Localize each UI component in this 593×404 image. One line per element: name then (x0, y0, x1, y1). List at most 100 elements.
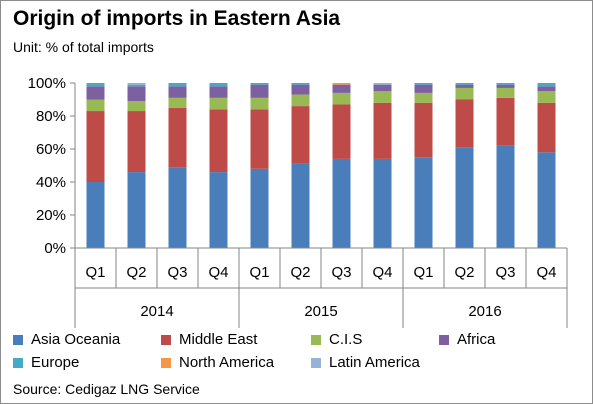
legend-swatch (13, 334, 23, 345)
bar-segment-c-i-s (496, 87, 515, 98)
bar-segment-c-i-s (209, 97, 228, 110)
bar-segment-europe (127, 84, 146, 87)
chart-title: Origin of imports in Eastern Asia (13, 7, 341, 30)
bar-segment-africa (127, 86, 146, 102)
bar-segment-asia-oceania (168, 167, 187, 248)
legend-swatch (161, 334, 171, 345)
bar-segment-europe (414, 83, 433, 85)
legend-swatch (311, 357, 321, 368)
legend-label: Middle East (179, 331, 258, 348)
x-group-label: 2014 (140, 303, 173, 320)
y-tick-label: 100% (28, 75, 66, 92)
bar-segment-c-i-s (86, 99, 105, 112)
bar-segment-middle-east (537, 102, 556, 153)
bar-segment-asia-oceania (250, 168, 269, 248)
bar-segment-europe (455, 83, 474, 85)
bar-segment-africa (86, 86, 105, 100)
bar-segment-africa (455, 84, 474, 88)
x-tick-label: Q1 (249, 264, 269, 281)
bar-segment-asia-oceania (537, 152, 556, 248)
bar-segment-europe (86, 83, 105, 87)
bar-segment-asia-oceania (332, 158, 351, 248)
bar-segment-europe (209, 83, 228, 87)
bar-segment-asia-oceania (127, 172, 146, 248)
legend-label: C.I.S (329, 331, 363, 348)
y-tick-label: 0% (44, 240, 66, 257)
chart-subtitle: Unit: % of total imports (13, 39, 154, 55)
legend-item: Latin America (311, 354, 439, 371)
bar-segment-middle-east (455, 99, 474, 148)
bar-segment-asia-oceania (291, 163, 310, 248)
legend-item: Africa (439, 331, 579, 348)
legend-label: Latin America (329, 354, 420, 371)
bar-segment-asia-oceania (414, 157, 433, 248)
bar-segment-middle-east (414, 102, 433, 158)
bar-segment-c-i-s (373, 91, 392, 103)
bar-segment-c-i-s (291, 94, 310, 107)
y-tick-label: 60% (36, 141, 66, 158)
bar-segment-europe (250, 83, 269, 85)
x-tick-label: Q1 (85, 264, 105, 281)
bar-segment-europe (537, 83, 556, 87)
bar-segment-europe (291, 83, 310, 85)
x-tick-label: Q4 (372, 264, 392, 281)
y-tick-label: 40% (36, 174, 66, 191)
bar-segment-africa (496, 84, 515, 88)
legend-item: C.I.S (311, 331, 439, 348)
bar-segment-c-i-s (414, 92, 433, 103)
bar-segment-c-i-s (537, 91, 556, 103)
x-tick-label: Q3 (167, 264, 187, 281)
bar-segment-middle-east (496, 97, 515, 146)
bar-segment-middle-east (127, 111, 146, 173)
legend-label: North America (179, 354, 275, 371)
bar-segment-middle-east (250, 109, 269, 169)
x-tick-label: Q4 (536, 264, 556, 281)
legend-item: North America (161, 354, 311, 371)
bar-segment-africa (414, 84, 433, 93)
bar-segment-asia-oceania (496, 145, 515, 248)
legend-item: Europe (13, 354, 161, 371)
bar-segment-africa (168, 86, 187, 98)
x-tick-label: Q3 (331, 264, 351, 281)
bar-segment-middle-east (209, 109, 228, 173)
legend-label: Europe (31, 354, 80, 371)
bar-segment-asia-oceania (373, 158, 392, 248)
bar-segment-latin-america (373, 83, 392, 85)
legend-label: Asia Oceania (31, 331, 121, 348)
bar-segment-c-i-s (168, 97, 187, 108)
x-tick-label: Q2 (290, 264, 310, 281)
bar-segment-asia-oceania (455, 147, 474, 248)
bar-segment-latin-america (127, 83, 146, 85)
bar-segment-asia-oceania (86, 182, 105, 248)
bar-segment-europe (168, 83, 187, 87)
bar-segment-c-i-s (455, 87, 474, 100)
bar-segment-c-i-s (127, 101, 146, 112)
bar-segment-middle-east (168, 107, 187, 168)
x-tick-label: Q4 (208, 264, 228, 281)
chart-legend: Asia Oceania Middle East C.I.S Africa Europe… (13, 331, 583, 371)
stacked-bar-chart: 0% 20% 40% 60% 80% 100% Q1 Q2 Q3 Q4 Q1 Q2 Q3 Q4 Q1 Q2 Q3… (28, 75, 568, 328)
x-tick-label: Q2 (454, 264, 474, 281)
x-tick-label: Q3 (495, 264, 515, 281)
bar-segment-c-i-s (250, 97, 269, 110)
bar-segment-middle-east (332, 104, 351, 159)
legend-swatch (439, 334, 449, 345)
chart-source: Source: Cedigaz LNG Service (13, 381, 200, 397)
bar-segment-africa (537, 86, 556, 92)
legend-label: Africa (457, 331, 496, 348)
legend-swatch (161, 357, 171, 368)
legend-swatch (13, 357, 23, 368)
bar-segment-africa (209, 86, 228, 98)
y-tick-label: 80% (36, 108, 66, 125)
legend-swatch (311, 334, 321, 345)
bar-segment-c-i-s (332, 92, 351, 105)
x-tick-label: Q2 (126, 264, 146, 281)
y-tick-label: 20% (36, 207, 66, 224)
x-group-label: 2015 (304, 303, 337, 320)
bar-segment-middle-east (291, 106, 310, 164)
bar-segment-middle-east (86, 111, 105, 182)
bar-segment-middle-east (373, 102, 392, 159)
x-group-label: 2016 (468, 303, 501, 320)
bar-segment-africa (373, 84, 392, 92)
